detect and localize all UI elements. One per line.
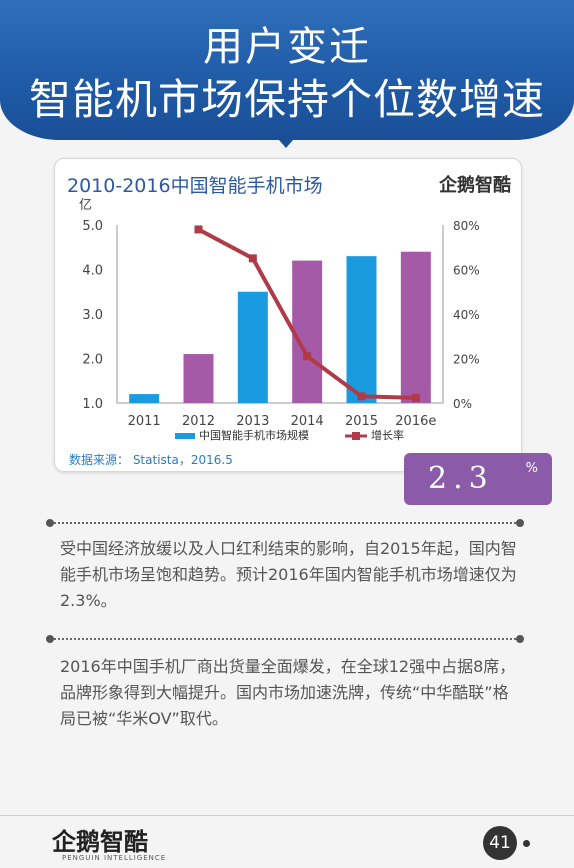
y2-tick-label: 60% bbox=[453, 264, 480, 278]
legend-marker-line bbox=[352, 432, 360, 440]
divider bbox=[46, 519, 524, 527]
growth-point bbox=[411, 393, 420, 402]
y2-tick-label: 80% bbox=[453, 219, 480, 233]
x-tick-label: 2012 bbox=[182, 414, 215, 429]
y2-tick-label: 20% bbox=[453, 353, 480, 367]
bar bbox=[129, 394, 160, 403]
divider bbox=[46, 635, 524, 643]
footer-divider bbox=[0, 815, 574, 816]
bar bbox=[400, 251, 431, 403]
page-title: 用户变迁 bbox=[203, 24, 371, 70]
x-tick-label: 2011 bbox=[128, 414, 161, 429]
header-banner: 用户变迁 智能机市场保持个位数增速 bbox=[0, 0, 574, 140]
x-tick-label: 2013 bbox=[236, 414, 269, 429]
growth-point bbox=[357, 392, 366, 401]
page-dot bbox=[523, 840, 530, 847]
footer-logo: 企鹅智酷 bbox=[52, 828, 148, 856]
y-tick-label: 1.0 bbox=[82, 397, 103, 412]
legend-swatch-bars bbox=[175, 433, 195, 439]
x-tick-label: 2014 bbox=[291, 414, 324, 429]
bar bbox=[346, 256, 377, 403]
chart-source: 数据来源： Statista，2016.5 bbox=[69, 453, 233, 467]
x-tick-label: 2016e bbox=[395, 414, 436, 429]
y-tick-label: 5.0 bbox=[82, 219, 103, 234]
bar bbox=[237, 291, 268, 403]
chart-svg: 5.0 4.0 3.0 2.0 1.0 亿 80% 60% 40% 20% 0% 2011 2012 20… bbox=[79, 198, 480, 442]
y-tick-label: 2.0 bbox=[82, 353, 103, 368]
header-pointer bbox=[272, 132, 300, 148]
highlight-unit: % bbox=[525, 461, 538, 476]
bar bbox=[183, 354, 214, 403]
bar bbox=[292, 260, 323, 403]
y-tick-label: 3.0 bbox=[82, 308, 103, 323]
page-number: 41 bbox=[483, 826, 517, 860]
growth-point bbox=[248, 254, 257, 263]
footer-logo-sub: PENGUIN INTELLIGENCE bbox=[62, 854, 167, 862]
highlight-value: 2.3 bbox=[428, 461, 494, 496]
y2-tick-label: 0% bbox=[453, 397, 472, 411]
y-axis-label: 亿 bbox=[79, 198, 92, 213]
growth-highlight: 2.3 % bbox=[404, 453, 552, 505]
legend-label-bars: 中国智能手机市场规模 bbox=[199, 428, 309, 442]
growth-point bbox=[194, 225, 203, 234]
paragraph-1: 受中国经济放缓以及人口红利结束的影响，自2015年起，国内智能手机市场呈饱和趋势… bbox=[60, 539, 517, 610]
chart-title: 2010-2016中国智能手机市场 bbox=[67, 175, 323, 197]
y2-tick-label: 40% bbox=[453, 308, 480, 322]
growth-point bbox=[303, 352, 312, 361]
page-subtitle: 智能机市场保持个位数增速 bbox=[28, 75, 545, 124]
legend-label-line: 增长率 bbox=[371, 428, 404, 442]
chart-logo: 企鹅智酷 bbox=[439, 175, 511, 196]
chart-card: 5.0 4.0 3.0 2.0 1.0 亿 80% 60% 40% 20% 0% 2011 2012 20… bbox=[54, 158, 522, 472]
x-tick-label: 2015 bbox=[345, 414, 378, 429]
y-tick-label: 4.0 bbox=[82, 264, 103, 279]
paragraph-2: 2016年中国手机厂商出货量全面爆发，在全球12强中占据8席，品牌形象得到大幅提… bbox=[60, 657, 516, 728]
